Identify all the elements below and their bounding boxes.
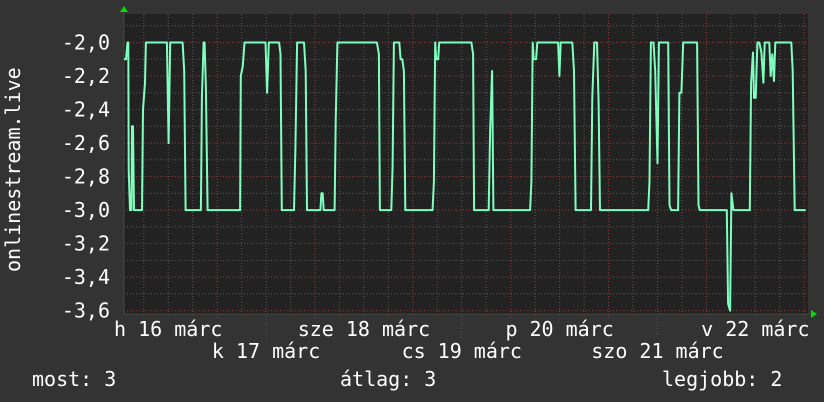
series — [123, 41, 806, 312]
y-tick-label: -2,8 — [62, 165, 110, 189]
legend-average: átlag: 3 — [340, 367, 437, 391]
y-tick-label: -2,6 — [62, 131, 110, 155]
x-tick-label: szo 21 márc — [591, 339, 723, 363]
y-axis-label: onlinestream.live — [1, 67, 25, 272]
legend-best: legjobb: 2 — [662, 367, 783, 391]
x-axis-arrow-icon — [811, 310, 817, 318]
x-tick-label: cs 19 márc — [402, 339, 522, 363]
x-tick-label: v 22 márc — [701, 317, 809, 341]
x-tick-label: k 17 márc — [212, 339, 320, 363]
y-tick-label: -3,2 — [62, 232, 110, 256]
x-tick-label: sze 18 márc — [298, 317, 430, 341]
y-tick-label: -3,4 — [62, 265, 110, 289]
y-tick-label: -3,6 — [62, 299, 110, 323]
y-tick-label: -2,0 — [62, 30, 110, 54]
y-tick-label: -2,4 — [62, 98, 110, 122]
series-line — [124, 41, 806, 312]
legend-current: most: 3 — [32, 367, 117, 391]
x-tick-label: h 16 márc — [114, 317, 222, 341]
grid — [124, 14, 808, 318]
y-axis-arrow-icon — [120, 6, 128, 12]
y-tick-label: -2,2 — [62, 64, 110, 88]
y-axis-ticks: -2,0 -2,2 -2,4 -2,6 -2,8 -3,0 -3,2 -3,4 -3,6 — [62, 30, 110, 322]
x-tick-label: p 20 márc — [505, 317, 613, 341]
y-tick-label: -3,0 — [62, 198, 110, 222]
plot-area — [124, 14, 808, 314]
